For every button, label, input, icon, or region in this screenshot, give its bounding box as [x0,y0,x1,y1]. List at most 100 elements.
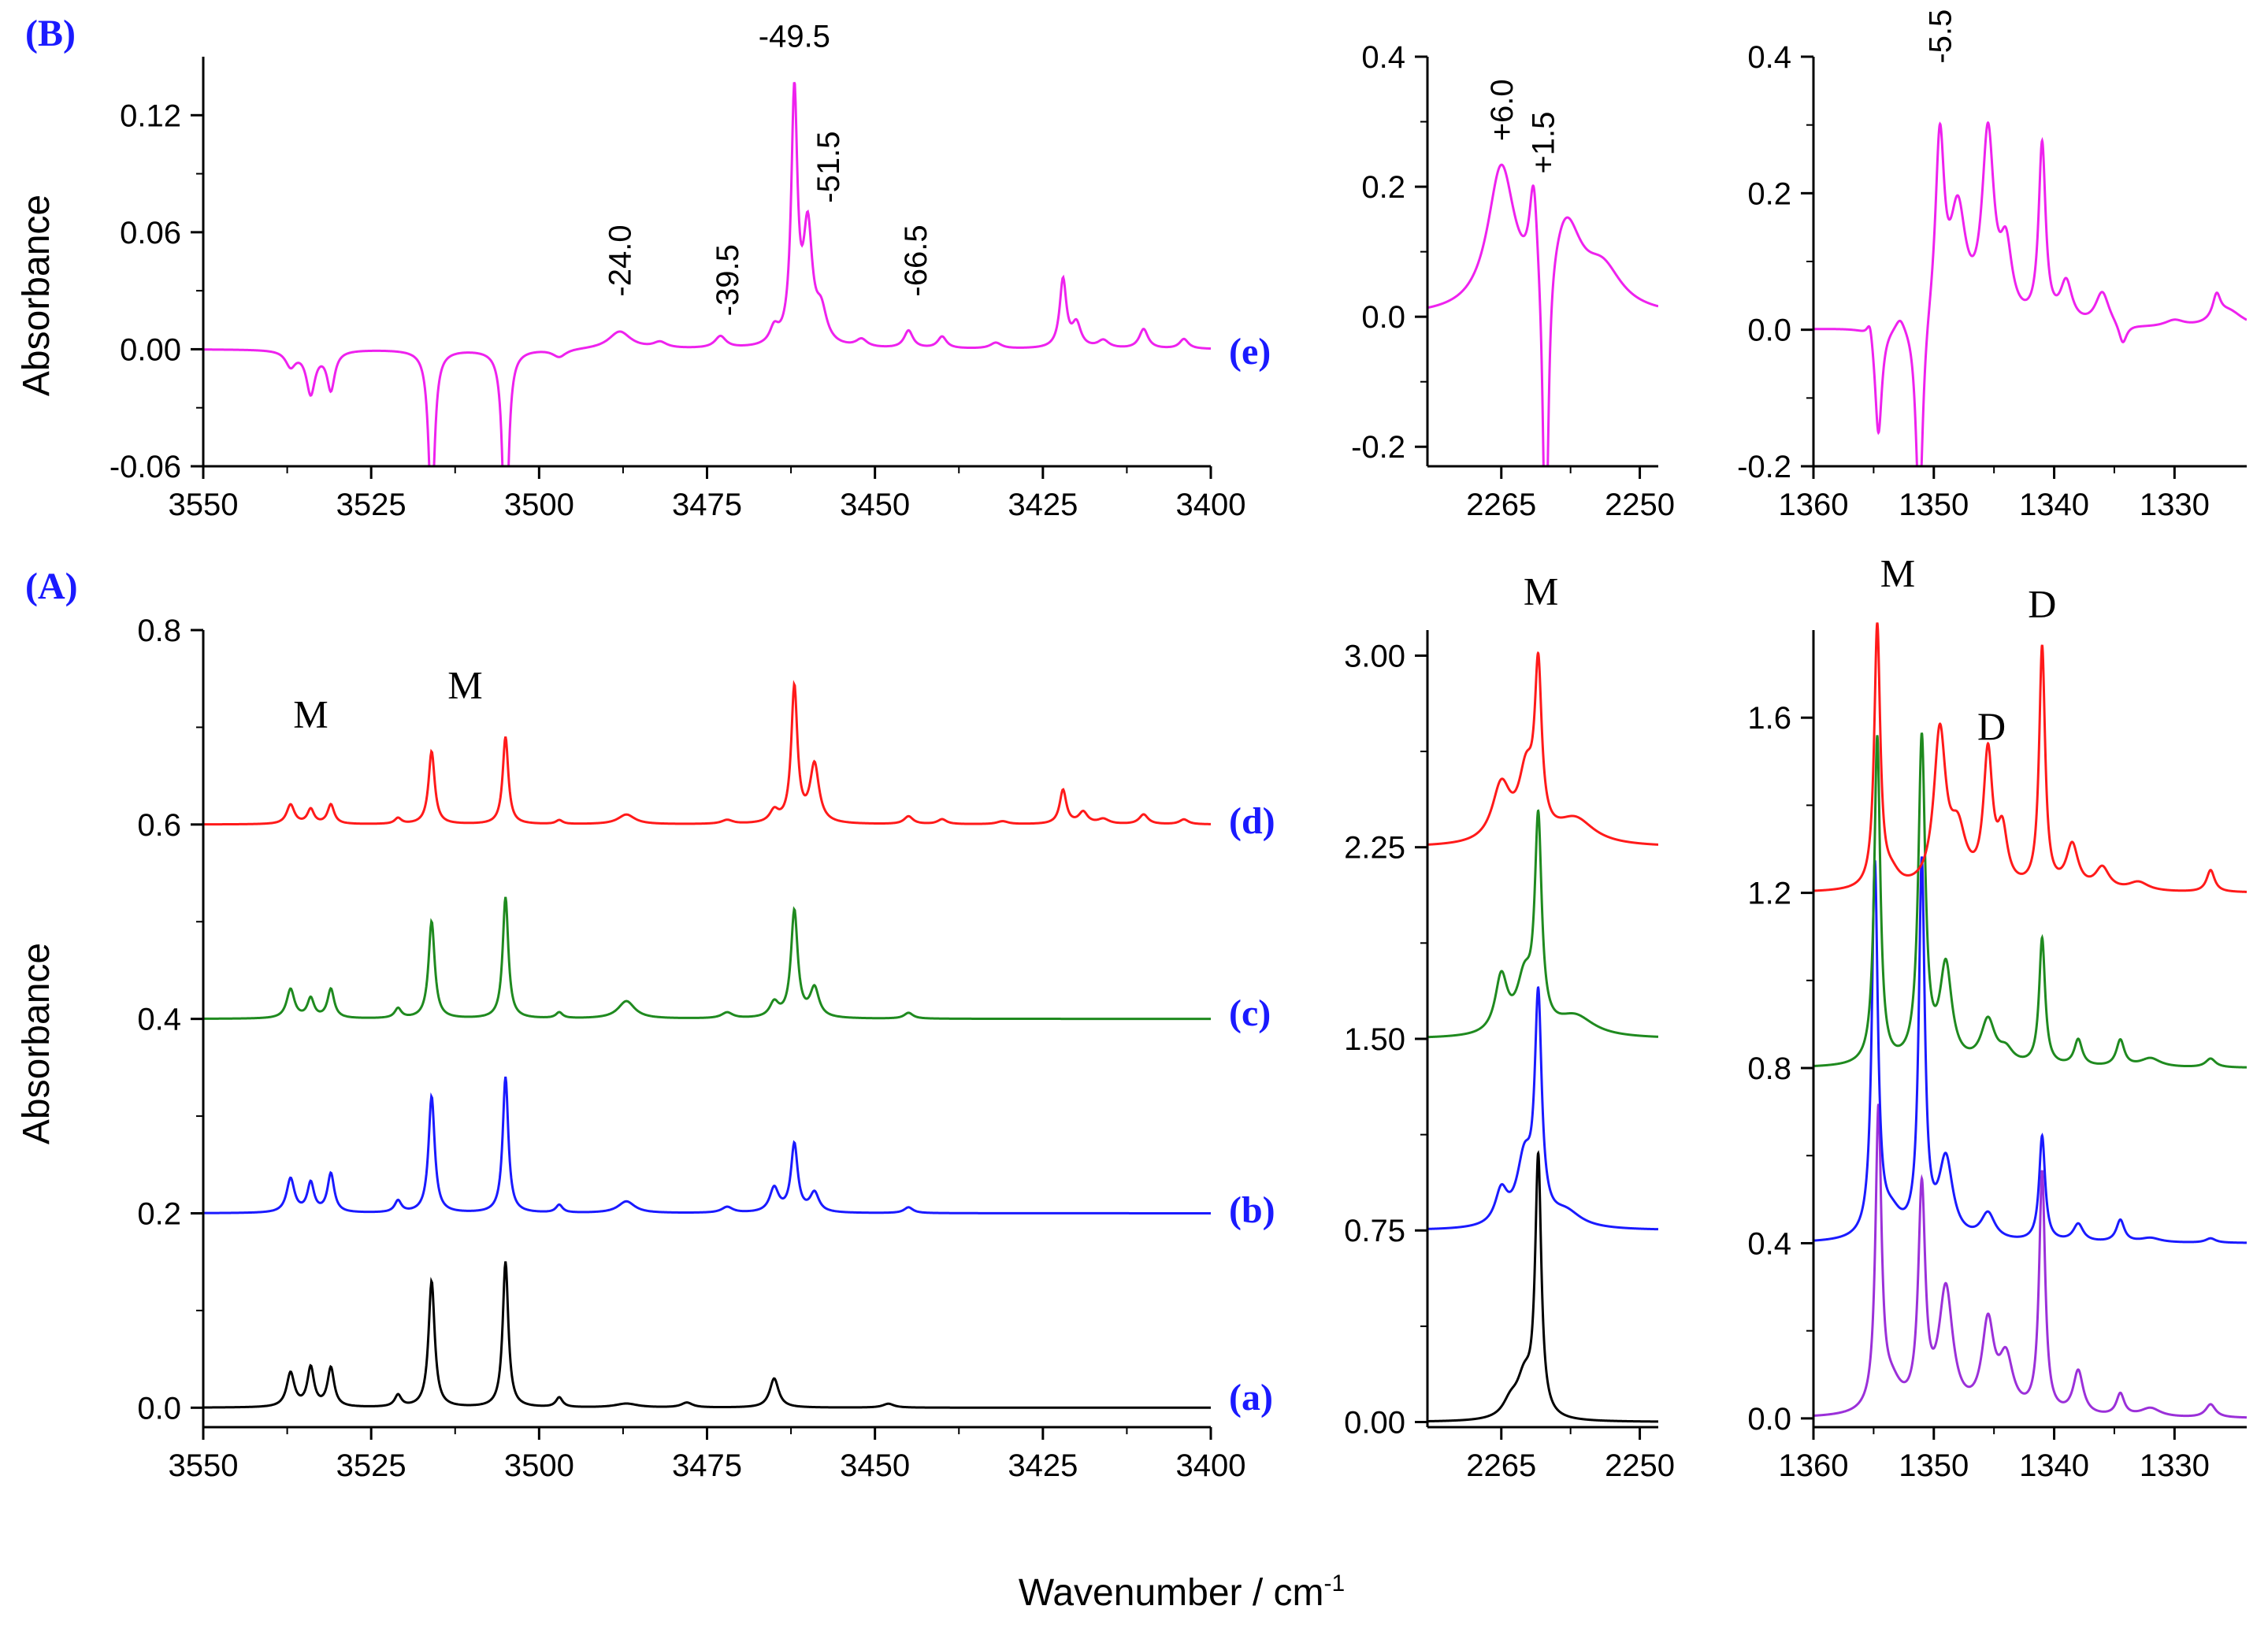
y-tick-label: 0.8 [137,614,181,648]
x-tick-label: 3450 [840,488,910,522]
traces [1427,651,1658,1423]
x-axis-label-text: Wavenumber / cm [1019,1572,1324,1614]
y-tick-label: 0.12 [120,98,181,133]
x-tick-label: 1330 [2140,1448,2210,1483]
x-axis-label: Wavenumber / cm-1 [1019,1571,1345,1614]
y-tick-label: 0.8 [1747,1051,1791,1086]
series-line-d [203,680,1211,826]
trace-label-c: (c) [1229,992,1271,1034]
x-tick-label: 3500 [504,1448,574,1483]
series-line-c [1813,732,2247,1069]
y-tick-label: 0.2 [1747,176,1791,211]
chart-A_OH: 3550 3525 3500 3475 3450 3425 3400 0.0 0.2 0.4 0.6… [137,614,1245,1483]
x-tick-label: 1360 [1779,1448,1849,1483]
y-tick-label: -0.2 [1351,430,1405,465]
series-line-e [1813,121,2247,466]
x-tick-label: 3550 [169,1448,239,1483]
y-tick-label: 0.0 [1747,313,1791,348]
chart-A_2260: 2265 2250 0.00 0.75 1.50 2.25 3.00 M [1344,569,1675,1483]
shift-annotation: +6.0 [1485,79,1520,141]
y-tick-label: -0.2 [1737,450,1791,484]
series-line-e [203,81,1211,466]
x-tick-label: 3400 [1176,488,1246,522]
series-line-a [203,1261,1211,1409]
trace-label-a: (a) [1229,1377,1273,1418]
x-tick-label: 2250 [1605,1448,1675,1483]
y-tick-label: 0.06 [120,216,181,250]
y-tick-label: 1.2 [1747,877,1791,911]
y-axis-label-b: Absorbance [16,195,58,396]
x-tick-label: 3475 [672,1448,742,1483]
y-tick-label: 0.6 [137,808,181,843]
x-tick-label: 1340 [2019,488,2089,522]
y-tick-label: 0.75 [1344,1214,1405,1248]
shift-annotation: -39.5 [711,244,745,316]
shift-annotation: +1.5 [1527,112,1561,174]
x-axis-label-superscript: -1 [1323,1571,1345,1596]
y-tick-label: 0.2 [137,1196,181,1231]
y-tick-label: -0.06 [110,450,181,484]
plot-layer: 3550 3525 3500 3475 3450 3425 3400 -0.06 0.00 0.0… [110,9,2247,1483]
y-tick-label: 1.6 [1747,701,1791,736]
x-tick-label: 1330 [2140,488,2210,522]
shift-annotation: -66.5 [899,224,934,296]
y-tick-label: 0.0 [137,1391,181,1426]
x-tick-label: 1350 [1899,488,1969,522]
x-tick-label: 3500 [504,488,574,522]
x-tick-label: 1360 [1779,488,1849,522]
series-line-a [1427,1150,1658,1423]
trace-label-e: (e) [1229,331,1271,373]
series-line-b [1813,856,2247,1244]
x-tick-label: 2265 [1466,488,1536,522]
panel-label-b: (B) [25,13,76,54]
chart-A_1340: 1360 1350 1340 1330 0.0 0.4 0.8 1.2 1.6 M D D [1747,551,2247,1483]
peak-annotation: M [1524,569,1558,614]
y-tick-label: 0.00 [1344,1406,1405,1441]
series-line-d [1813,622,2247,893]
chart-B_1340: 1360 1350 1340 1330 -0.2 0.0 0.2 0.4 -5.5 [1737,9,2247,522]
x-tick-label: 3550 [169,488,239,522]
x-tick-label: 3450 [840,1448,910,1483]
trace-label-d: (d) [1229,800,1275,842]
y-tick-label: 0.0 [1747,1402,1791,1437]
x-tick-label: 3425 [1008,488,1078,522]
series-line-b [203,1076,1211,1215]
y-tick-label: 0.2 [1361,170,1405,205]
series-line-b [1427,986,1658,1231]
shift-annotation: -49.5 [759,20,830,54]
x-tick-label: 3400 [1176,1448,1246,1483]
shift-annotation: -24.0 [603,224,638,296]
traces [1427,163,1658,466]
y-tick-label: 0.4 [1747,1226,1791,1261]
peak-annotation: D [1977,704,2006,748]
peak-annotation: M [447,662,482,706]
traces [1813,121,2247,466]
traces [1813,622,2247,1419]
y-tick-label: 0.0 [1361,300,1405,335]
y-tick-label: 1.50 [1344,1022,1405,1057]
y-tick-label: 3.00 [1344,639,1405,673]
panel-label-a: (A) [25,566,78,607]
x-tick-label: 3525 [336,1448,406,1483]
y-axis-label-a: Absorbance [16,943,58,1144]
shift-annotation: -5.5 [1923,9,1958,64]
shift-annotation: -51.5 [811,132,846,203]
series-line-c [1427,809,1658,1039]
x-tick-label: 1340 [2019,1448,2089,1483]
x-tick-label: 3475 [672,488,742,522]
y-tick-label: 0.4 [1747,40,1791,75]
series-line-c [203,896,1211,1021]
x-tick-label: 3525 [336,488,406,522]
chart-B_2260: 2265 2250 -0.2 0.0 0.2 0.4 +6.0+1.5 [1351,40,1675,522]
y-tick-label: 0.4 [1361,40,1405,75]
peak-annotation: M [293,692,328,736]
peak-annotation: D [2028,581,2056,625]
traces [203,680,1211,1409]
series-line-e [1427,163,1658,466]
x-tick-label: 2250 [1605,488,1675,522]
series-line-d [1427,651,1658,846]
trace-label-b: (b) [1229,1189,1275,1231]
x-tick-label: 3425 [1008,1448,1078,1483]
traces [203,81,1211,466]
